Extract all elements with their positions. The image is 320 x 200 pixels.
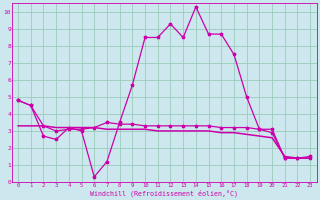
X-axis label: Windchill (Refroidissement éolien,°C): Windchill (Refroidissement éolien,°C) [90,189,238,197]
